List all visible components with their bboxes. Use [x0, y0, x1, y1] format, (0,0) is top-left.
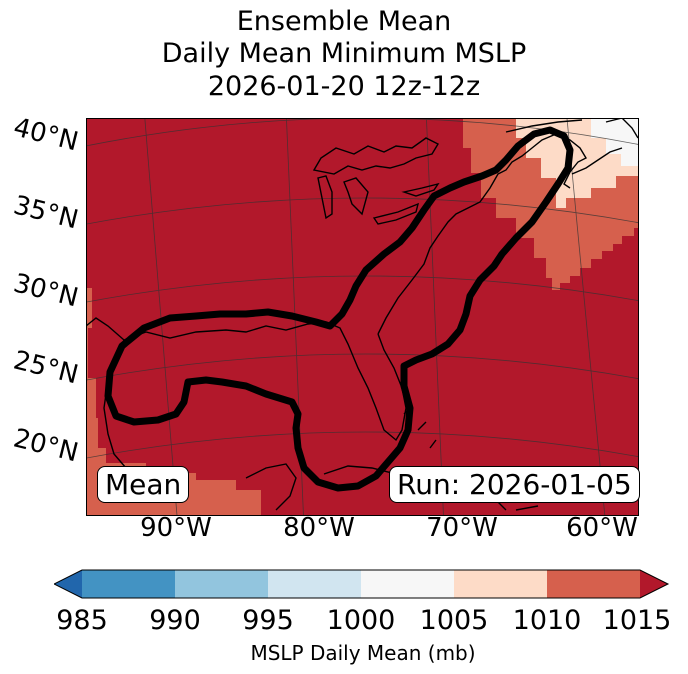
run-label-box: Run: 2026-01-05 [389, 466, 640, 503]
colorbar-bin-985-990 [82, 570, 175, 598]
colorbar-bin-1010-1015 [547, 570, 640, 598]
lon-label-90: 90°W [140, 513, 212, 543]
colorbar-tick-1000: 1000 [326, 605, 396, 636]
colorbar-tick-985: 985 [56, 605, 108, 636]
lat-label-25: 25°N [10, 345, 82, 391]
lat-label-40: 40°N [10, 112, 82, 158]
colorbar-bin-990-995 [175, 570, 268, 598]
title-line-3: 2026-01-20 12z-12z [207, 71, 481, 102]
colorbar-bin-1000-1005 [361, 570, 454, 598]
lat-label-20: 20°N [10, 423, 82, 469]
colorbar-bin-995-1000 [268, 570, 361, 598]
lat-label-30: 30°N [10, 268, 82, 314]
mean-label-box: Mean [97, 466, 190, 503]
colorbar-label: MSLP Daily Mean (mb) [250, 641, 476, 665]
highlight-contour [104, 126, 574, 492]
map-frame [86, 118, 639, 516]
colorbar-tick-995: 995 [242, 605, 294, 636]
colorbar [54, 569, 670, 599]
colorbar-tick-1010: 1010 [512, 605, 582, 636]
colorbar-bin-1005-1010 [454, 570, 547, 598]
colorbar-tick-990: 990 [149, 605, 201, 636]
lon-label-70: 70°W [426, 513, 498, 543]
title-line-2: Daily Mean Minimum MSLP [161, 38, 527, 69]
map-panel [86, 118, 639, 516]
colorbar-under-arrow [54, 570, 82, 598]
pressure-band-1000-1005 [591, 118, 639, 166]
title-line-1: Ensemble Mean [236, 6, 452, 37]
colorbar-tick-1015: 1015 [602, 605, 672, 636]
lat-label-35: 35°N [10, 190, 82, 236]
lon-label-60: 60°W [566, 513, 638, 543]
lon-label-80: 80°W [283, 513, 355, 543]
colorbar-over-arrow [640, 570, 668, 598]
colorbar-tick-1005: 1005 [419, 605, 489, 636]
